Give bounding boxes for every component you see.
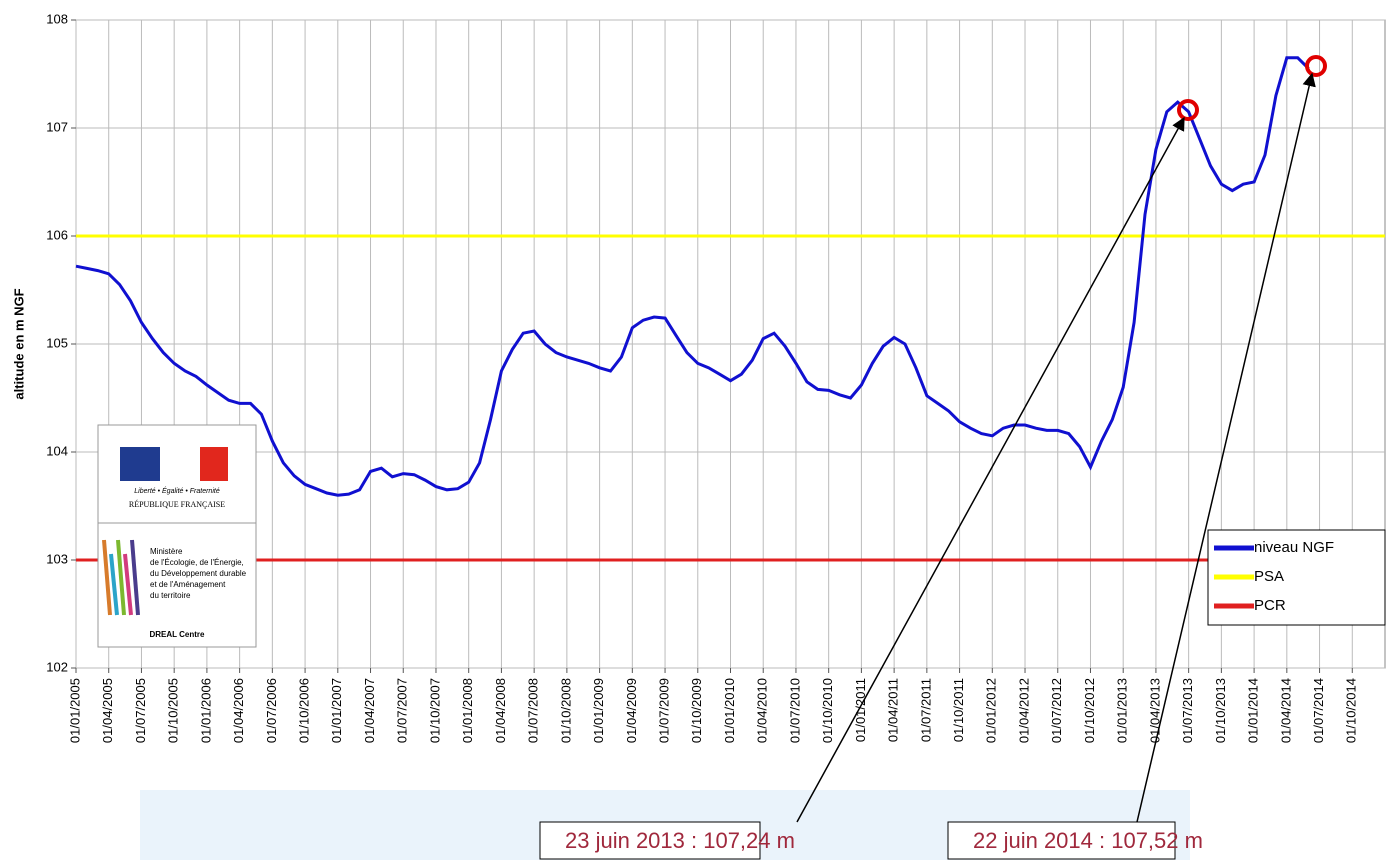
- logo-motto: Liberté • Égalité • Fraternité: [134, 486, 220, 495]
- x-tick-label: 01/01/2012: [984, 678, 999, 743]
- x-tick-label: 01/10/2014: [1344, 678, 1359, 743]
- x-tick-label: 01/07/2013: [1180, 678, 1195, 743]
- logo-ministry: de l'Écologie, de l'Énergie,: [150, 558, 244, 567]
- logo-stroke: [102, 539, 112, 616]
- x-tick-label: 01/01/2006: [198, 678, 213, 743]
- logo-ministry: du territoire: [150, 591, 191, 600]
- x-tick-label: 01/01/2011: [853, 678, 868, 742]
- x-tick-label: 01/07/2008: [526, 678, 541, 743]
- x-tick-label: 01/04/2007: [362, 678, 377, 743]
- y-tick-label: 104: [46, 443, 68, 458]
- legend-label: PCR: [1254, 597, 1286, 614]
- x-tick-label: 01/01/2005: [67, 678, 82, 743]
- logo-stroke: [123, 553, 133, 616]
- callout-arrow: [796, 116, 1185, 823]
- callout-box: [947, 821, 1176, 860]
- legend-label: niveau NGF: [1254, 539, 1334, 556]
- x-tick-label: 01/01/2008: [460, 678, 475, 743]
- x-tick-label: 01/04/2009: [624, 678, 639, 743]
- x-tick-label: 01/04/2006: [231, 678, 246, 743]
- logo-republic: RÉPUBLIQUE FRANÇAISE: [129, 499, 225, 509]
- x-tick-label: 01/07/2012: [1049, 678, 1064, 743]
- logo-stroke: [116, 539, 126, 616]
- annotation: 23 juin 2013 : 107,24 m: [565, 828, 795, 853]
- y-axis-label: altitude en m NGF: [11, 288, 26, 399]
- x-tick-label: 01/10/2011: [951, 678, 966, 742]
- flag-blue: [120, 447, 160, 481]
- x-tick-label: 01/10/2013: [1213, 678, 1228, 743]
- x-tick-label: 01/01/2007: [329, 678, 344, 743]
- x-tick-label: 01/01/2009: [591, 678, 606, 743]
- x-tick-label: 01/04/2008: [493, 678, 508, 743]
- y-tick-label: 105: [46, 335, 68, 350]
- y-tick-label: 102: [46, 659, 68, 674]
- x-tick-label: 01/04/2010: [755, 678, 770, 743]
- x-tick-label: 01/07/2010: [787, 678, 802, 743]
- highlight-circle: [1177, 99, 1199, 121]
- x-tick-label: 01/07/2006: [264, 678, 279, 743]
- x-tick-label: 01/04/2013: [1147, 678, 1162, 743]
- flag-white: [160, 447, 200, 481]
- x-tick-label: 01/01/2014: [1246, 678, 1261, 743]
- x-tick-label: 01/10/2012: [1082, 678, 1097, 743]
- x-tick-label: 01/07/2007: [395, 678, 410, 743]
- y-tick-label: 107: [46, 119, 68, 134]
- logo-stroke: [109, 553, 119, 616]
- x-tick-label: 01/04/2005: [100, 678, 115, 743]
- data-line: [75, 56, 1310, 497]
- y-tick-label: 106: [46, 227, 68, 242]
- y-tick-label: 108: [46, 11, 68, 26]
- x-tick-label: 01/01/2010: [722, 678, 737, 743]
- x-tick-label: 01/07/2014: [1311, 678, 1326, 743]
- legend-label: PSA: [1254, 568, 1284, 585]
- x-tick-label: 01/10/2008: [558, 678, 573, 743]
- logo-office: DREAL Centre: [150, 630, 206, 639]
- annotation: 22 juin 2014 : 107,52 m: [973, 828, 1203, 853]
- x-tick-label: 01/07/2011: [918, 678, 933, 742]
- callout-box: [539, 821, 761, 860]
- y-tick-label: 103: [46, 551, 68, 566]
- x-tick-label: 01/01/2013: [1115, 678, 1130, 743]
- flag-red: [200, 447, 228, 481]
- x-tick-label: 01/10/2006: [297, 678, 312, 743]
- x-tick-label: 01/04/2012: [1016, 678, 1031, 743]
- x-tick-label: 01/04/2011: [886, 678, 901, 742]
- x-tick-label: 01/10/2009: [689, 678, 704, 743]
- callout-arrow: [1136, 72, 1316, 823]
- highlight-circle: [1305, 55, 1327, 77]
- x-tick-label: 01/04/2014: [1278, 678, 1293, 743]
- x-tick-label: 01/07/2009: [656, 678, 671, 743]
- logo-ministry: du Développement durable: [150, 569, 247, 578]
- x-tick-label: 01/07/2005: [133, 678, 148, 743]
- x-tick-label: 01/10/2005: [166, 678, 181, 743]
- x-tick-label: 01/10/2010: [820, 678, 835, 743]
- x-tick-label: 01/10/2007: [427, 678, 442, 743]
- logo-stroke: [130, 539, 140, 616]
- logo-ministry: Ministère: [150, 547, 183, 556]
- logo-ministry: et de l'Aménagement: [150, 580, 226, 589]
